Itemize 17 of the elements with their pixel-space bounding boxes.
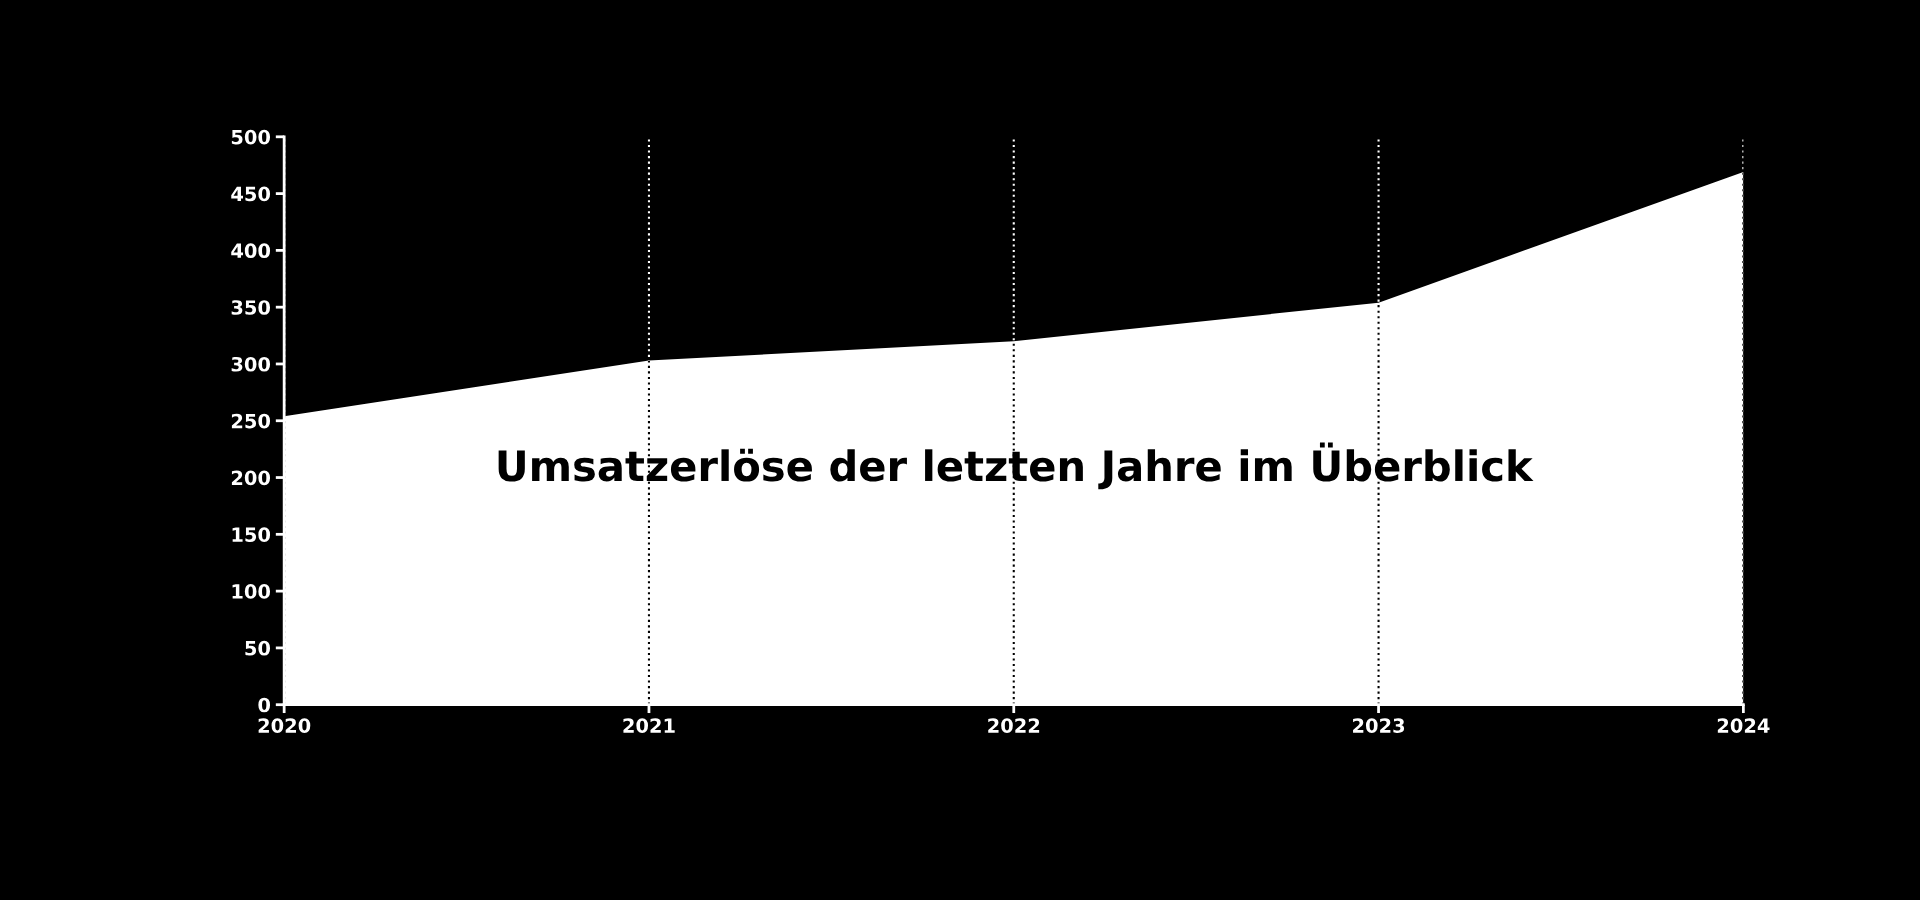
y-tick-label: 0 [258,697,271,713]
x-tick-label: 2024 [1717,718,1770,733]
y-tick-label: 50 [245,640,271,656]
y-tick-label: 400 [231,243,271,259]
x-tick-label: 2021 [623,718,675,733]
x-tick-label: 2022 [988,718,1040,733]
text: Umsatzerlöse der letzten Jahre im Überblick [498,442,1534,490]
y-tick-label: 500 [231,129,271,145]
y-tick-label: 350 [231,300,271,315]
y-tick-label: 250 [231,413,271,429]
y-tick-label: 450 [231,186,271,202]
y-tick-label: 100 [232,584,271,599]
x-tick-label: 2020 [258,718,311,733]
x-tick-label: 2023 [1353,718,1405,733]
y-tick-label: 200 [231,470,271,486]
y-tick-label: 150 [232,527,271,542]
y-tick-label: 300 [231,356,271,372]
